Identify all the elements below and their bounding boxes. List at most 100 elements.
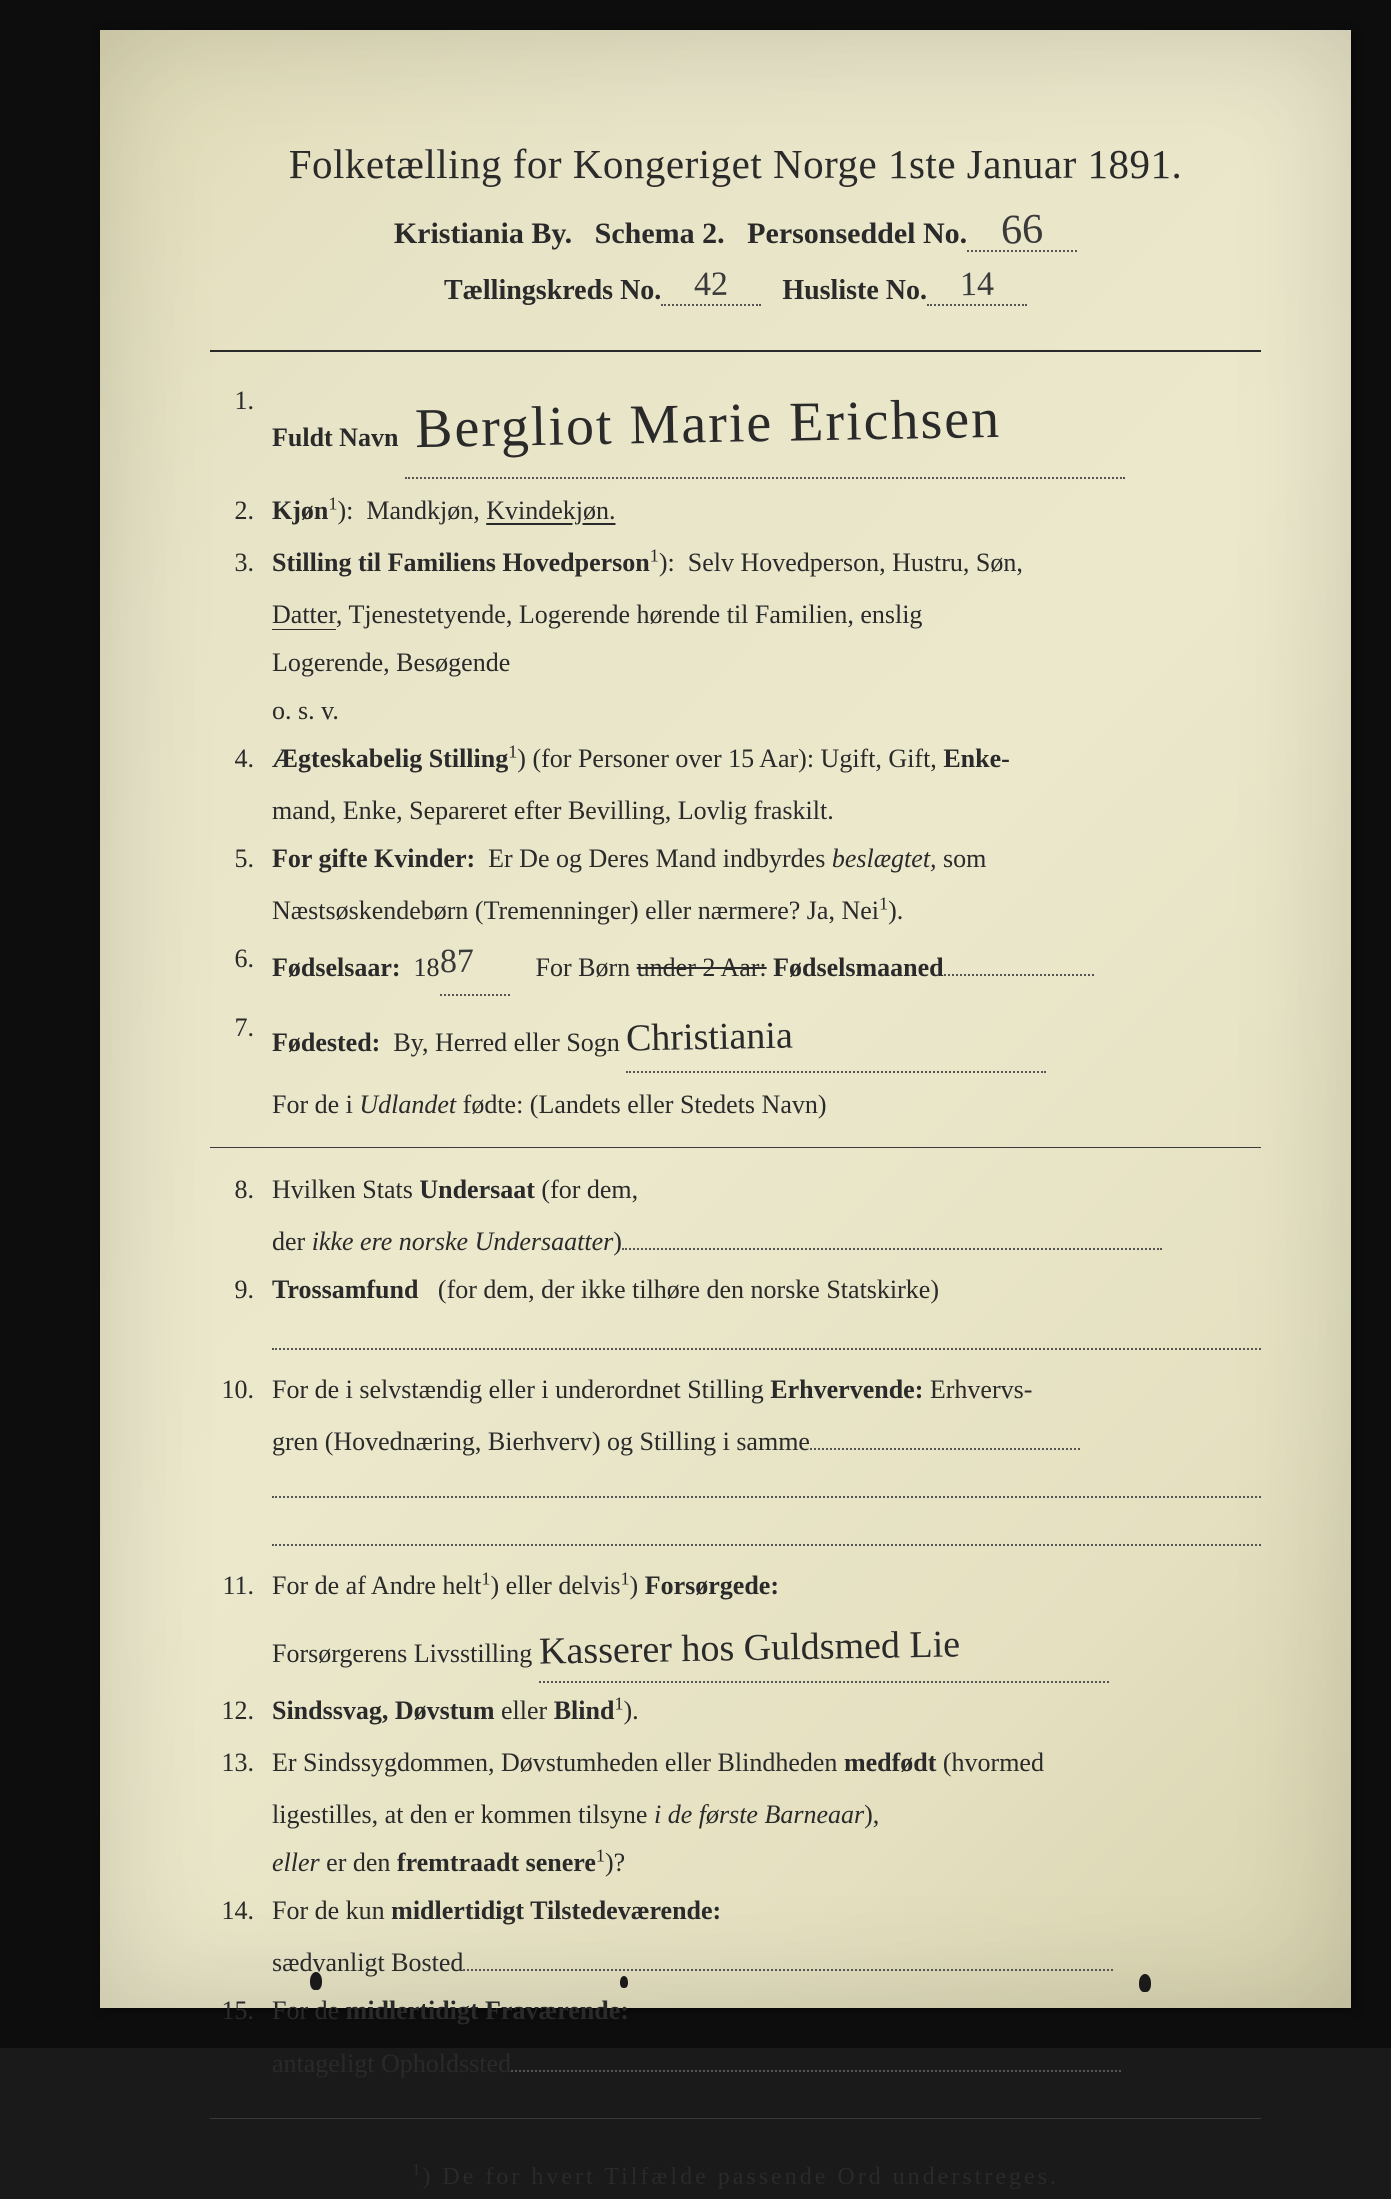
q2-label: Kjøn bbox=[272, 496, 328, 525]
q14-line2: sædvanligt Bosted bbox=[210, 1939, 1261, 1987]
q12-row: 12. Sindssvag, Døvstum eller Blind1). bbox=[210, 1687, 1261, 1735]
q4-text1: (for Personer over 15 Aar): Ugift, Gift, bbox=[532, 744, 936, 773]
q13-bold1: medfødt bbox=[844, 1748, 936, 1777]
schema-label: Schema 2. bbox=[595, 217, 725, 250]
q12-text1: eller bbox=[501, 1696, 547, 1725]
q13-line3: eller er den fremtraadt senere1)? bbox=[210, 1839, 1261, 1887]
q15-content: For de midlertidigt Fraværende: bbox=[272, 1987, 1261, 2035]
q11-text1: For de af Andre helt bbox=[272, 1571, 481, 1600]
q13-text2: (hvormed bbox=[943, 1748, 1044, 1777]
q5-text2: som bbox=[943, 844, 986, 873]
q1-value: Bergliot Marie Erichsen bbox=[414, 368, 1002, 482]
q1-content: Fuldt Navn Bergliot Marie Erichsen bbox=[272, 377, 1261, 483]
page-wrapper: Folketælling for Kongeriget Norge 1ste J… bbox=[0, 0, 1391, 2048]
taellingskreds-value: 42 bbox=[694, 266, 729, 305]
q2-row: 2. Kjøn1): Mandkjøn, Kvindekjøn. bbox=[210, 487, 1261, 535]
q14-text2: sædvanligt Bosted bbox=[272, 1948, 463, 1977]
q14-num: 14. bbox=[210, 1887, 272, 1935]
document-subtitle-2: Tællingskreds No.42 Husliste No.14 bbox=[210, 270, 1261, 310]
q6-text2: For Børn bbox=[536, 953, 631, 982]
q4-bold1: Enke- bbox=[943, 744, 1009, 773]
q13-italic1: i de første Barneaar bbox=[654, 1800, 864, 1829]
q5-content: For gifte Kvinder: Er De og Deres Mand i… bbox=[272, 835, 1261, 883]
q13-content: Er Sindssygdommen, Døvstumheden eller Bl… bbox=[272, 1739, 1261, 1787]
q4-num: 4. bbox=[210, 735, 272, 783]
q7-row: 7. Fødested: By, Herred eller Sogn Chris… bbox=[210, 1004, 1261, 1076]
q5-row: 5. For gifte Kvinder: Er De og Deres Man… bbox=[210, 835, 1261, 883]
q13-text6: )? bbox=[605, 1848, 625, 1877]
q8-text3: der bbox=[272, 1227, 305, 1256]
q7-text1: By, Herred eller Sogn bbox=[393, 1028, 619, 1057]
q5-text3: Næstsøskendebørn (Tremenninger) eller næ… bbox=[272, 896, 879, 925]
q1-num: 1. bbox=[210, 377, 272, 483]
q14-row: 14. For de kun midlertidigt Tilstedevære… bbox=[210, 1887, 1261, 1935]
q6-num: 6. bbox=[210, 935, 272, 1000]
q1-row: 1. Fuldt Navn Bergliot Marie Erichsen bbox=[210, 377, 1261, 483]
q2-opt2: Kvindekjøn. bbox=[486, 496, 615, 525]
q7-line2: For de i Udlandet fødte: (Landets eller … bbox=[210, 1081, 1261, 1129]
q10-line3 bbox=[210, 1466, 1261, 1514]
q4-line2: mand, Enke, Separeret efter Bevilling, L… bbox=[210, 787, 1261, 835]
q9-label: Trossamfund bbox=[272, 1275, 418, 1304]
paper-defect-2 bbox=[620, 1976, 628, 1988]
q4-content: Ægteskabelig Stilling1) (for Personer ov… bbox=[272, 735, 1261, 783]
q11-value: Kasserer hos Guldsmed Lie bbox=[538, 1609, 960, 1687]
q4-label: Ægteskabelig Stilling bbox=[272, 744, 508, 773]
q8-content: Hvilken Stats Undersaat (for dem, bbox=[272, 1166, 1261, 1214]
q9-text1: (for dem, der ikke tilhøre den norske St… bbox=[438, 1275, 939, 1304]
personseddel-value: 66 bbox=[1000, 205, 1044, 254]
q15-text1: For de bbox=[272, 1996, 339, 2025]
q11-content: For de af Andre helt1) eller delvis1) Fo… bbox=[272, 1562, 1261, 1610]
q13-text1: Er Sindssygdommen, Døvstumheden eller Bl… bbox=[272, 1748, 837, 1777]
q14-content: For de kun midlertidigt Tilstedeværende: bbox=[272, 1887, 1261, 1935]
q15-line2: antageligt Opholdssted bbox=[210, 2040, 1261, 2088]
q6-content: Fødselsaar: 1887 For Børn under 2 Aar: F… bbox=[272, 935, 1261, 1000]
q4-row: 4. Ægteskabelig Stilling1) (for Personer… bbox=[210, 735, 1261, 783]
q15-bold1: midlertidigt Fraværende: bbox=[346, 1996, 629, 2025]
q10-text2: Erhvervs- bbox=[930, 1375, 1033, 1404]
q11-line2: Forsørgerens Livsstilling Kasserer hos G… bbox=[210, 1615, 1261, 1687]
q8-line2: der ikke ere norske Undersaatter) bbox=[210, 1218, 1261, 1266]
q11-row: 11. For de af Andre helt1) eller delvis1… bbox=[210, 1562, 1261, 1610]
divider-1 bbox=[210, 1147, 1261, 1148]
q12-bold1: Blind bbox=[554, 1696, 615, 1725]
q6-prefix: 18 bbox=[414, 953, 440, 982]
husliste-value: 14 bbox=[960, 266, 995, 305]
document-header: Folketælling for Kongeriget Norge 1ste J… bbox=[210, 140, 1261, 310]
q10-row: 10. For de i selvstændig eller i underor… bbox=[210, 1366, 1261, 1414]
q5-text1: Er De og Deres Mand indbyrdes bbox=[488, 844, 825, 873]
q2-num: 2. bbox=[210, 487, 272, 535]
q9-line2 bbox=[210, 1318, 1261, 1366]
city-label: Kristiania By. bbox=[394, 217, 572, 250]
divider-bottom bbox=[210, 2118, 1261, 2119]
q3-text1: Selv Hovedperson, Hustru, Søn, bbox=[688, 548, 1023, 577]
q15-num: 15. bbox=[210, 1987, 272, 2035]
q7-text2: For de i bbox=[272, 1090, 353, 1119]
divider-top bbox=[210, 350, 1261, 352]
q10-content: For de i selvstændig eller i underordnet… bbox=[272, 1366, 1261, 1414]
q7-value: Christiania bbox=[626, 1001, 794, 1074]
q13-row: 13. Er Sindssygdommen, Døvstumheden elle… bbox=[210, 1739, 1261, 1787]
q2-sup: 1 bbox=[328, 493, 337, 513]
q11-text3: Forsørgerens Livsstilling bbox=[272, 1639, 532, 1668]
q13-text4: ), bbox=[864, 1800, 879, 1829]
footnote-sup: 1 bbox=[412, 2160, 422, 2179]
q3-sup: 1 bbox=[650, 545, 659, 565]
q8-italic1: ikke ere norske Undersaatter bbox=[312, 1227, 614, 1256]
q12-sup: 1 bbox=[614, 1693, 623, 1713]
q14-bold1: midlertidigt Tilstedeværende: bbox=[391, 1896, 721, 1925]
q10-line2: gren (Hovednæring, Bierhverv) og Stillin… bbox=[210, 1418, 1261, 1466]
document-title: Folketælling for Kongeriget Norge 1ste J… bbox=[210, 140, 1261, 188]
q7-label: Fødested: bbox=[272, 1028, 380, 1057]
q1-label: Fuldt Navn bbox=[272, 423, 398, 452]
q8-text2: (for dem, bbox=[541, 1175, 638, 1204]
q3-line2: Datter, Tjenestetyende, Logerende hørend… bbox=[210, 591, 1261, 639]
q6-struck: under 2 Aar: bbox=[637, 953, 767, 982]
q5-label: For gifte Kvinder: bbox=[272, 844, 475, 873]
form-body: 1. Fuldt Navn Bergliot Marie Erichsen 2.… bbox=[210, 377, 1261, 2199]
q11-sup1: 1 bbox=[481, 1569, 490, 1589]
q10-text1: For de i selvstændig eller i underordnet… bbox=[272, 1375, 764, 1404]
q4-sup: 1 bbox=[508, 741, 517, 761]
q2-opt1: Mandkjøn, bbox=[366, 496, 479, 525]
q13-text3: ligestilles, at den er kommen tilsyne bbox=[272, 1800, 647, 1829]
